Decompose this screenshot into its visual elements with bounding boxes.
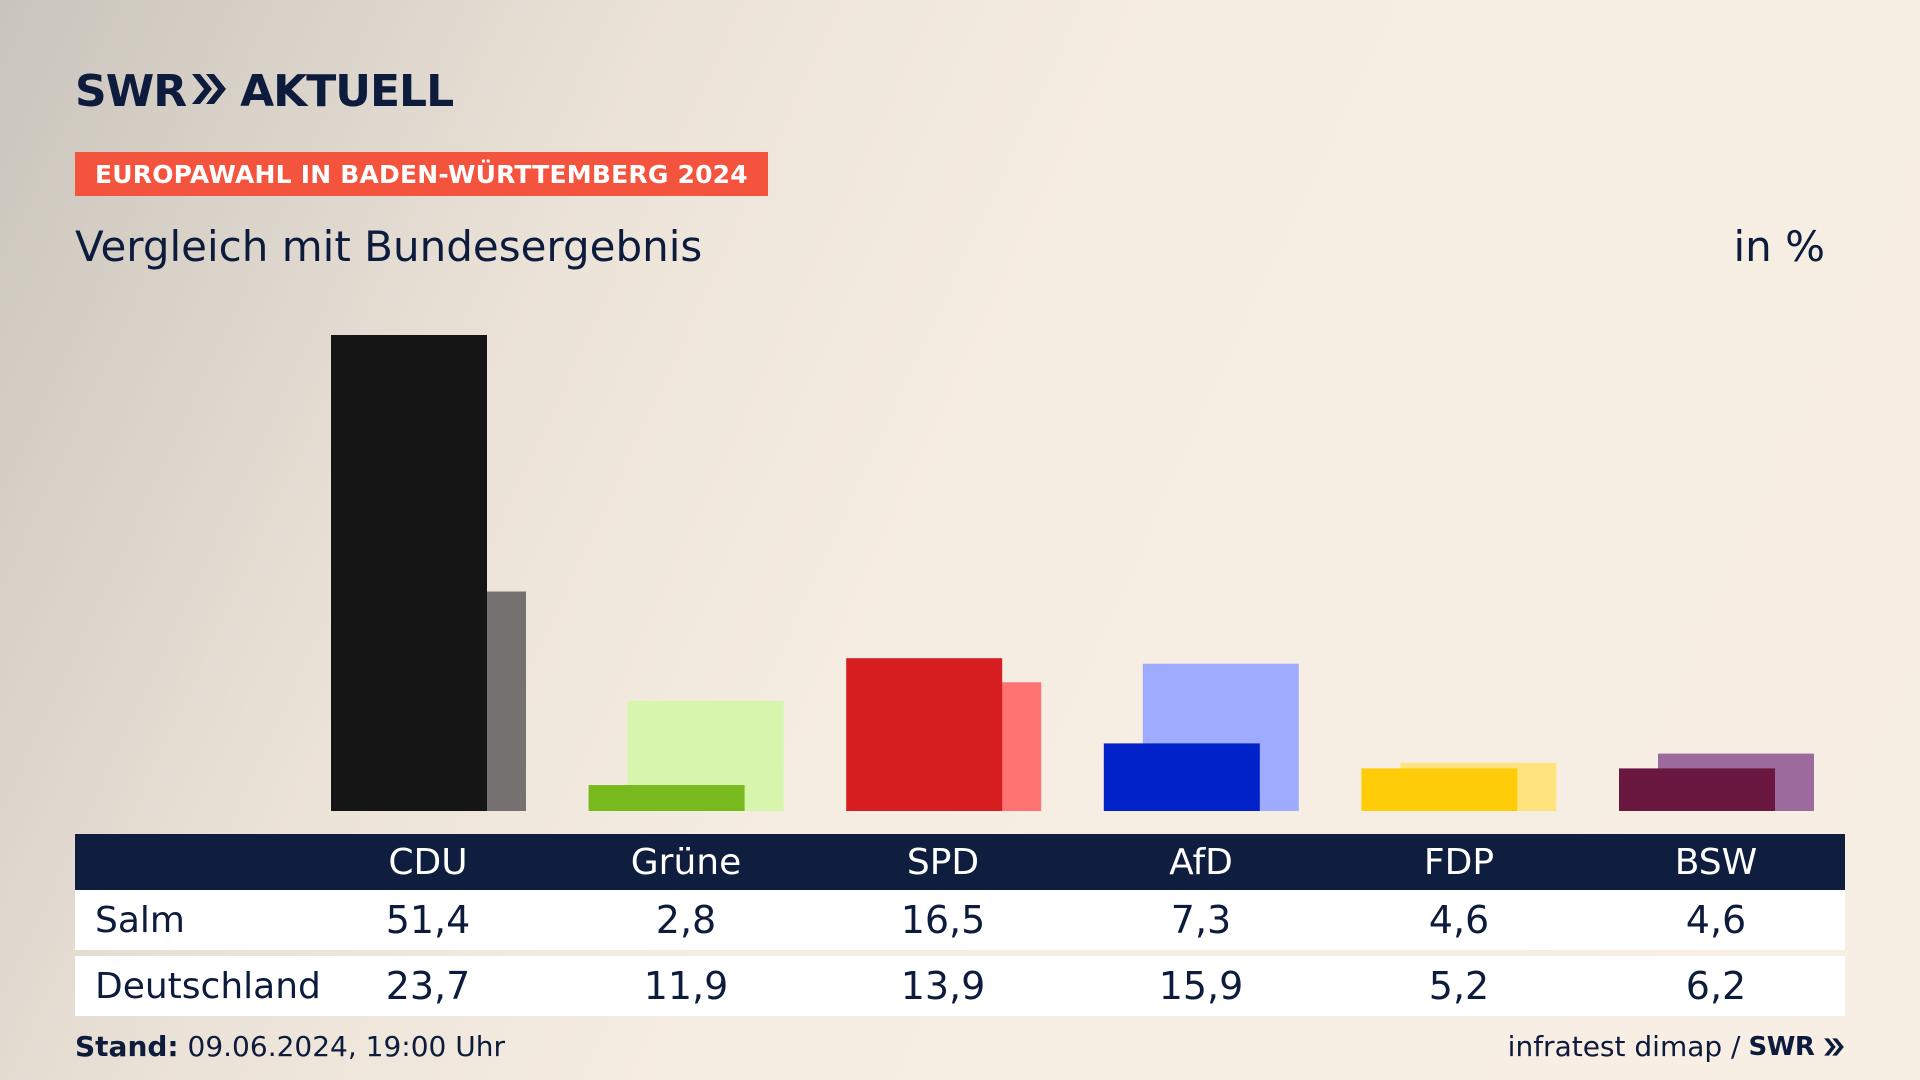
row-label: Salm bbox=[95, 899, 185, 941]
stand-label: Stand: bbox=[75, 1030, 179, 1063]
table-cell: 2,8 bbox=[655, 898, 717, 942]
table-cell: 5,2 bbox=[1428, 964, 1490, 1008]
unit-label: in % bbox=[1733, 222, 1825, 271]
source-text: infratest dimap / bbox=[1507, 1030, 1741, 1063]
column-header: BSW bbox=[1674, 841, 1758, 883]
column-header: AfD bbox=[1169, 841, 1233, 883]
swr-small-logo: SWR bbox=[1749, 1032, 1846, 1062]
bar-salm bbox=[1103, 743, 1260, 811]
table-cell: 15,9 bbox=[1158, 964, 1244, 1008]
table-header: CDU Grüne SPD AfD FDP BSW bbox=[75, 834, 1845, 890]
table-row: Salm 51,4 2,8 16,5 7,3 4,6 4,6 bbox=[75, 890, 1845, 950]
bar-salm bbox=[1619, 768, 1775, 811]
table-cell: 51,4 bbox=[385, 898, 471, 942]
chevron-double-icon bbox=[190, 72, 228, 110]
bar-salm bbox=[1361, 768, 1518, 811]
stand-value: 09.06.2024, 19:00 Uhr bbox=[187, 1030, 505, 1063]
bar-salm bbox=[331, 335, 487, 811]
chart-subtitle: Vergleich mit Bundesergebnis bbox=[75, 222, 703, 271]
swr-aktuell-logo: SWR AKTUELL bbox=[75, 65, 454, 117]
bar-salm bbox=[588, 785, 745, 811]
logo-product: AKTUELL bbox=[240, 65, 454, 117]
bar-chart bbox=[331, 335, 1814, 811]
table-cell: 4,6 bbox=[1685, 898, 1747, 942]
source-credit: infratest dimap / SWR bbox=[1508, 1030, 1845, 1063]
results-table: CDU Grüne SPD AfD FDP BSW Salm 51,4 2,8 16,5 7,3… bbox=[75, 834, 1845, 1016]
bar-salm bbox=[846, 658, 1003, 811]
table-cell: 4,6 bbox=[1428, 898, 1490, 942]
column-header: FDP bbox=[1423, 841, 1495, 883]
logo-brand: SWR bbox=[75, 65, 187, 117]
election-tag: EUROPAWAHL IN BADEN-WÜRTTEMBERG 2024 bbox=[75, 152, 768, 196]
table-cell: 23,7 bbox=[385, 964, 471, 1008]
chevron-double-icon bbox=[1824, 1037, 1844, 1056]
row-label: Deutschland bbox=[95, 965, 321, 1007]
column-header: Grüne bbox=[630, 841, 742, 883]
table-cell: 16,5 bbox=[900, 898, 986, 942]
column-header: CDU bbox=[388, 841, 468, 883]
table-row: Deutschland 23,7 11,9 13,9 15,9 5,2 6,2 bbox=[75, 956, 1845, 1016]
table-cell: 13,9 bbox=[900, 964, 986, 1008]
timestamp: Stand: 09.06.2024, 19:00 Uhr bbox=[75, 1030, 505, 1063]
column-header: SPD bbox=[906, 841, 980, 883]
table-cell: 7,3 bbox=[1170, 898, 1232, 942]
table-cell: 6,2 bbox=[1685, 964, 1747, 1008]
small-logo-text: SWR bbox=[1748, 1031, 1815, 1062]
table-cell: 11,9 bbox=[643, 964, 729, 1008]
